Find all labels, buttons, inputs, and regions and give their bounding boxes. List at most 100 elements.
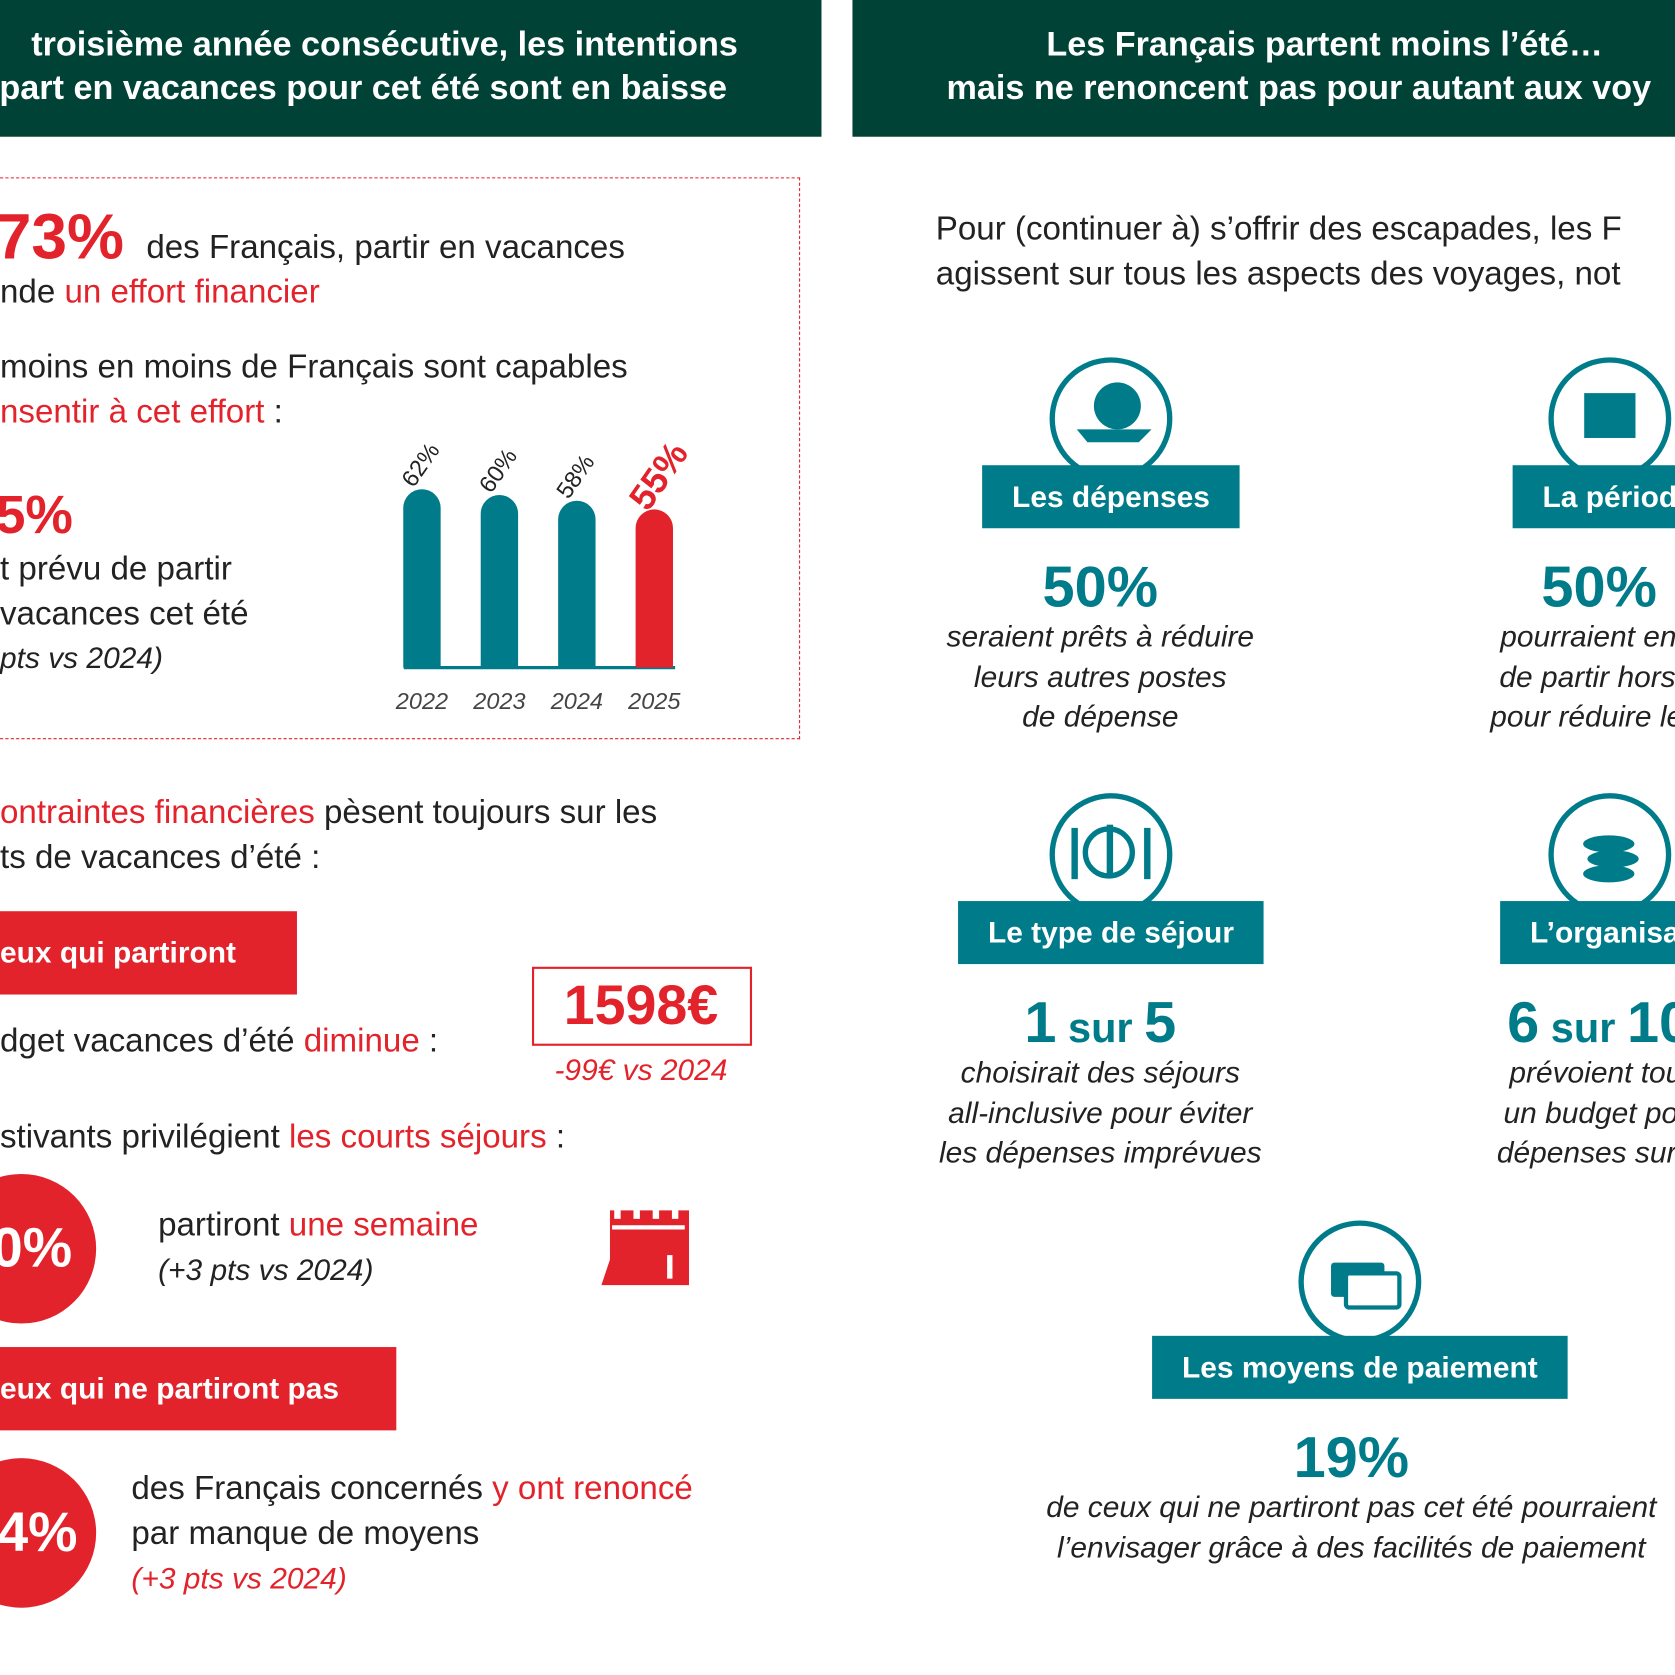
- dashed-frame: [0, 177, 801, 740]
- text-line: partiront une semaine: [158, 1204, 478, 1244]
- icons: [1049, 357, 1672, 1344]
- card-line: un budget pou: [1503, 1095, 1675, 1129]
- text-run: sur: [1056, 1005, 1145, 1052]
- header-line: part en vacances pour cet été sont en ba…: [0, 68, 728, 107]
- tag: eux qui ne partiront pas: [0, 1371, 340, 1405]
- text-run: sur: [1539, 1005, 1627, 1052]
- text-line: ontraintes financières pèsent toujours s…: [0, 792, 657, 832]
- value-label: 60%: [474, 444, 522, 498]
- x-tick-label: 2022: [395, 688, 448, 714]
- text-run: pèsent toujours sur les: [314, 793, 658, 831]
- note: (+3 pts vs 2024): [131, 1561, 347, 1596]
- card-line: dépenses sur p: [1496, 1135, 1675, 1169]
- tag-band: [0, 911, 297, 995]
- text-run: des Français, partir en vacances: [146, 227, 625, 266]
- big-stat: 5%: [0, 484, 73, 545]
- card-stat: 50%: [1043, 553, 1158, 622]
- card-label: L’organisat: [1500, 901, 1675, 965]
- text-run: :: [419, 1021, 439, 1060]
- card-line: seraient prêts à réduire: [946, 619, 1255, 653]
- budget-change: -99€ vs 2024: [554, 1053, 728, 1087]
- text-run: ts de vacances d’été :: [0, 837, 321, 876]
- text-line: moins en moins de Français sont capables: [0, 347, 628, 387]
- bar: [480, 495, 519, 668]
- text-run: un effort financier: [64, 272, 320, 311]
- text-run: 19%: [1293, 1425, 1410, 1490]
- card-stat: 19%: [1294, 1424, 1409, 1493]
- card-line: l’envisager grâce à des facilités de pai…: [1057, 1530, 1646, 1564]
- budget-frame: [531, 966, 753, 1046]
- tag-band: [0, 1347, 397, 1431]
- big-stat: 73%: [0, 200, 125, 273]
- tag: eux qui partiront: [0, 935, 236, 970]
- card-line: choisirait des séjours: [960, 1055, 1240, 1089]
- card-stat: 1 sur 5: [1024, 989, 1176, 1058]
- card-stat: 50%: [1541, 553, 1656, 622]
- card-line: de dépense: [1022, 699, 1179, 734]
- right-header-band: [852, 0, 1675, 137]
- text-line: des Français concernés y ont renoncé: [131, 1468, 692, 1508]
- text-line: par manque de moyens: [131, 1513, 479, 1553]
- bar: [403, 489, 441, 668]
- text-run: 10: [1626, 990, 1675, 1055]
- card-line: leurs autres postes: [973, 659, 1227, 693]
- text-line: t prévu de partir: [0, 549, 232, 587]
- text-line: vacances cet été: [0, 594, 249, 632]
- text-run: :: [264, 392, 283, 430]
- text-run: 1: [1024, 990, 1057, 1055]
- x-tick-label: 2025: [627, 688, 681, 714]
- value-label: 62%: [396, 438, 444, 492]
- text-line: stivants privilégient les courts séjours…: [0, 1117, 565, 1157]
- text-run: partiront: [158, 1205, 289, 1243]
- card-label: La périod: [1512, 465, 1675, 529]
- circle-stat: 0%: [0, 1217, 73, 1280]
- card-line: de ceux qui ne partiront pas cet été pou…: [1046, 1490, 1657, 1524]
- text-run: les courts séjours: [288, 1117, 547, 1156]
- card-label: Le type de séjour: [958, 901, 1264, 965]
- card-line: les dépenses imprévues: [939, 1135, 1262, 1169]
- text-line: nsentir à cet effort :: [0, 391, 283, 431]
- text-run: 6: [1507, 990, 1540, 1055]
- text-run: 5: [1144, 990, 1177, 1055]
- card-line: de partir hors s: [1499, 659, 1675, 693]
- card-label: Les dépenses: [982, 465, 1240, 529]
- text-line: dget vacances d’été diminue :: [0, 1021, 438, 1061]
- text-run: y ont renoncé: [492, 1469, 693, 1507]
- header-line: mais ne renoncent pas pour autant aux vo…: [946, 68, 1652, 107]
- text-run: dget vacances d’été: [0, 1021, 304, 1060]
- text-run: :: [546, 1117, 566, 1156]
- note: pts vs 2024): [0, 641, 163, 675]
- budget: 1598€: [563, 975, 719, 1038]
- value-label: 58%: [551, 449, 599, 503]
- bar-chart: 62% 2022 60% 2023 58% 2024 55% 2025: [395, 434, 696, 714]
- bar: [635, 509, 673, 668]
- card-line: prévoient touj: [1509, 1055, 1675, 1089]
- header-line: troisième année consécutive, les intenti…: [31, 24, 738, 63]
- text-run: une semaine: [288, 1205, 479, 1243]
- card-label: Les moyens de paiement: [1152, 1335, 1568, 1399]
- text-line: ts de vacances d’été :: [0, 837, 320, 877]
- note: (+3 pts vs 2024): [158, 1253, 374, 1287]
- circle-stat: 4%: [0, 1501, 78, 1564]
- left-header-band: [0, 0, 822, 137]
- text-run: nsentir à cet effort: [0, 392, 265, 430]
- text-run: par manque de moyens: [131, 1514, 480, 1552]
- text-line: Pour (continuer à) s’offrir des escapade…: [935, 209, 1622, 248]
- card-line: all-inclusive pour éviter: [948, 1095, 1253, 1129]
- card-stat: 6 sur 10: [1507, 989, 1675, 1058]
- text-run: nde: [0, 272, 65, 311]
- card-line: pourraient envi: [1500, 619, 1675, 653]
- text-line: des Français, partir en vacances: [146, 227, 625, 267]
- calendar-icon: [601, 1203, 690, 1286]
- card-line: pour réduire le b: [1490, 699, 1675, 734]
- x-tick-label: 2024: [550, 688, 603, 714]
- text-run: des Français concernés: [131, 1469, 493, 1507]
- text-run: 50%: [1042, 555, 1159, 620]
- x-tick-label: 2023: [472, 688, 525, 714]
- bar: [558, 500, 596, 668]
- text-line: nde un effort financier: [0, 272, 320, 312]
- text-run: stivants privilégient: [0, 1117, 289, 1156]
- text-run: diminue: [303, 1021, 420, 1060]
